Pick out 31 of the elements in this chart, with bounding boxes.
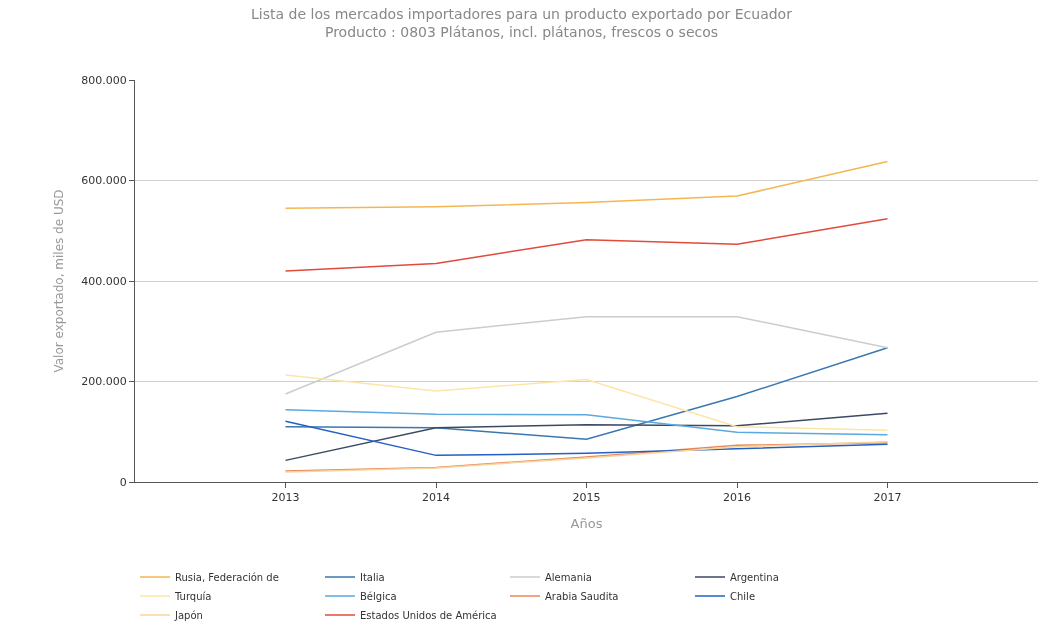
y-tick-label: 0 [119,475,127,489]
x-tick-label: 2016 [723,491,751,505]
legend-label: Alemania [545,571,592,583]
line-series [284,374,889,431]
x-tick-label: 2017 [873,491,902,505]
legend-label: Arabia Saudita [545,590,619,602]
legend-label: Japón [174,609,203,621]
y-tick-label: 800.000 [81,73,127,87]
legend-label: Rusia, Federación de [175,571,279,583]
x-tick-label: 2015 [572,491,601,505]
legend-label: Estados Unidos de América [360,609,497,621]
line-series [284,347,889,441]
x-tick-label: 2013 [271,491,300,505]
y-tick-label: 400.000 [81,274,127,288]
x-tick-label: 2014 [422,491,450,505]
y-tick-label: 200.000 [81,375,127,389]
line-series [284,217,889,272]
y-tick-label: 600.000 [81,174,127,188]
chart-subtitle: Producto : 0803 Plátanos, incl. plátanos, frescos o secos [324,24,719,41]
chart-title: Lista de los mercados importadores para un producto exportado por Ecuador [251,6,793,23]
legend-label: Argentina [730,571,779,583]
legend-label: Chile [730,590,756,602]
line-series [284,160,889,209]
line-series [284,408,889,436]
legend-label: Turquía [174,590,212,602]
legend-label: Italia [360,571,385,583]
y-axis-title: Valor exportado, miles de USD [51,189,66,373]
legend-label: Bélgica [360,590,397,602]
line-series [284,420,889,457]
x-axis-title: Años [570,515,603,531]
line-series [284,412,889,462]
